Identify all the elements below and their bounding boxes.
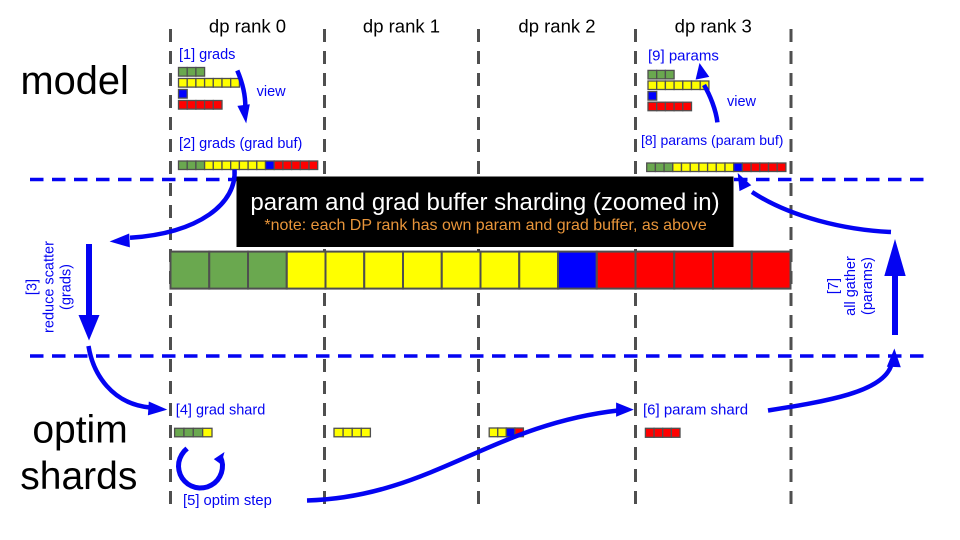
svg-text:view: view: [727, 94, 757, 110]
svg-text:param and grad buffer sharding: param and grad buffer sharding (zoomed i…: [250, 189, 719, 216]
svg-text:[1] grads: [1] grads: [179, 47, 235, 63]
svg-text:[9] params: [9] params: [648, 48, 719, 65]
svg-text:view: view: [257, 84, 287, 100]
svg-text:[2] grads (grad buf): [2] grads (grad buf): [179, 136, 302, 152]
svg-text:dp rank 3: dp rank 3: [675, 16, 752, 37]
svg-text:*note: each DP rank has own pa: *note: each DP rank has own param and gr…: [264, 217, 706, 234]
svg-text:[3]reduce scatter(grads): [3]reduce scatter(grads): [25, 241, 75, 333]
svg-text:[4] grad shard: [4] grad shard: [176, 403, 265, 419]
svg-text:[8] params (param buf): [8] params (param buf): [641, 132, 783, 148]
svg-text:[6] param shard: [6] param shard: [643, 402, 748, 419]
svg-text:optim: optim: [32, 409, 127, 452]
svg-text:model: model: [21, 59, 129, 103]
svg-text:dp rank 1: dp rank 1: [363, 16, 440, 37]
svg-text:dp rank 2: dp rank 2: [518, 16, 595, 37]
svg-text:shards: shards: [20, 455, 137, 498]
svg-text:[5] optim step: [5] optim step: [183, 493, 272, 509]
svg-text:dp rank 0: dp rank 0: [209, 16, 286, 37]
svg-text:[7]all gather(params): [7]all gather(params): [826, 256, 876, 316]
